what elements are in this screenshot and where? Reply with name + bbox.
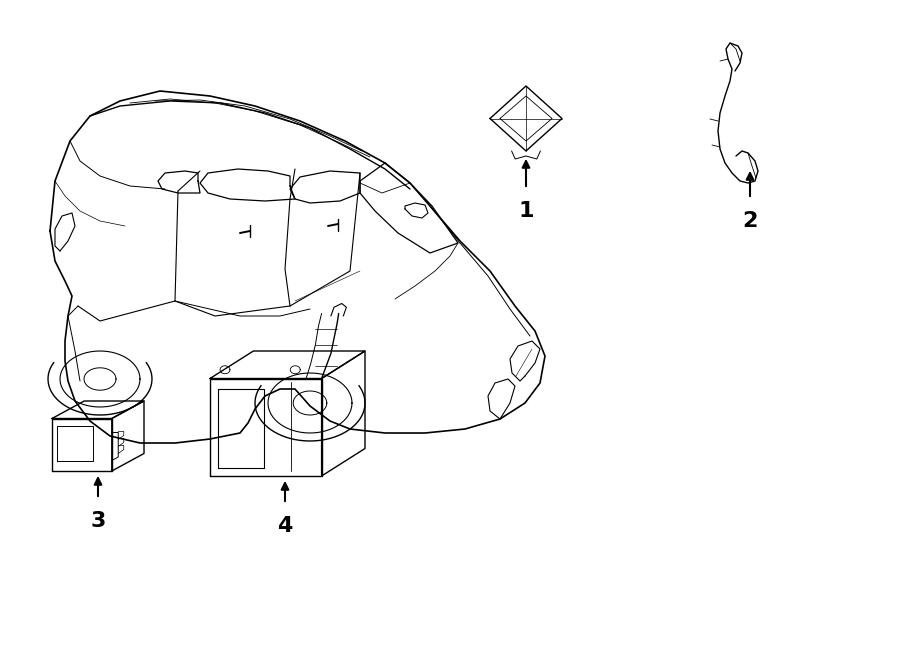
Text: 1: 1	[518, 201, 534, 221]
Text: 4: 4	[277, 516, 292, 536]
Text: 2: 2	[742, 211, 758, 231]
Text: 3: 3	[90, 511, 105, 531]
